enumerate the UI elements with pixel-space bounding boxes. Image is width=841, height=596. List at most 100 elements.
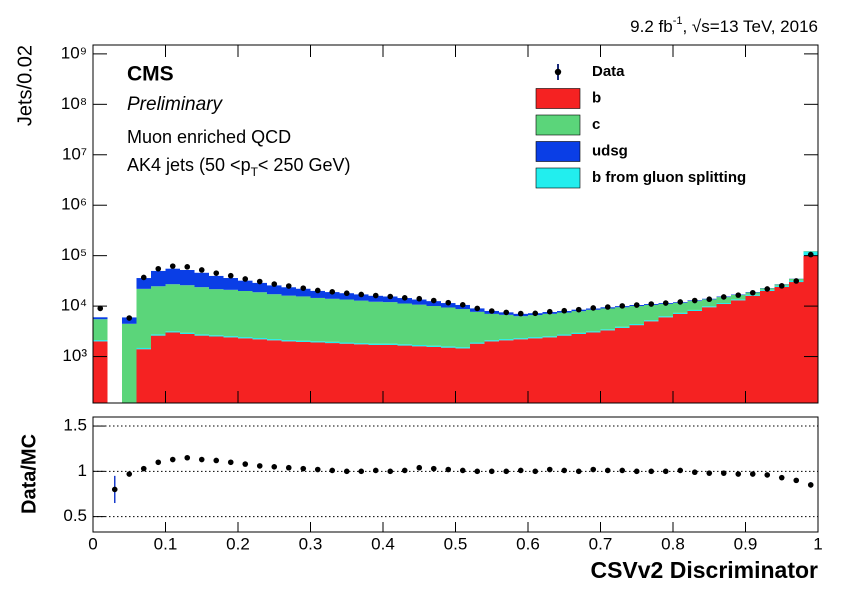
bar bbox=[281, 287, 296, 296]
bar bbox=[136, 349, 151, 403]
bar bbox=[426, 345, 441, 347]
lumi-part: , √s=13 TeV, 2016 bbox=[682, 17, 818, 36]
data-point bbox=[677, 299, 684, 305]
ratio-point bbox=[372, 467, 379, 474]
bar bbox=[296, 288, 311, 297]
ratio-point bbox=[416, 464, 423, 471]
bar bbox=[368, 343, 383, 345]
x-tick-label: 0.9 bbox=[734, 534, 758, 553]
bar bbox=[412, 299, 427, 305]
bar bbox=[687, 310, 702, 403]
bar bbox=[441, 347, 456, 403]
bar bbox=[383, 344, 398, 403]
data-point bbox=[314, 287, 321, 294]
bar bbox=[470, 311, 485, 343]
x-tick-label: 0.8 bbox=[661, 534, 685, 553]
bar bbox=[223, 336, 238, 338]
bar bbox=[165, 268, 180, 285]
bar bbox=[644, 320, 659, 322]
bar bbox=[180, 270, 195, 286]
data-point bbox=[387, 293, 394, 300]
bar bbox=[325, 341, 340, 344]
ratio-point bbox=[488, 468, 495, 475]
bar bbox=[658, 316, 673, 318]
data-point bbox=[807, 251, 814, 258]
y-tick-label: 1 bbox=[78, 461, 87, 480]
x-axis-title: CSVv2 Discriminator bbox=[590, 557, 818, 583]
y-tick-label: 10³ bbox=[62, 346, 87, 365]
legend-swatch bbox=[535, 88, 581, 109]
data-point bbox=[488, 308, 495, 314]
data-point bbox=[372, 292, 379, 299]
bar bbox=[296, 341, 311, 403]
ratio-point bbox=[648, 468, 655, 475]
x-tick-label: 0.4 bbox=[371, 534, 395, 553]
annotation: AK4 jets (50 <pT< 250 GeV) bbox=[127, 155, 350, 179]
ratio-point bbox=[691, 469, 698, 476]
x-tick-label: 0.5 bbox=[444, 534, 468, 553]
ratio-point bbox=[227, 459, 234, 466]
ratio-point bbox=[764, 472, 771, 478]
ratio-point bbox=[140, 465, 147, 472]
bar bbox=[702, 307, 717, 403]
data-point bbox=[590, 305, 597, 311]
bar bbox=[383, 343, 398, 345]
bar bbox=[238, 280, 253, 291]
bar bbox=[223, 278, 238, 290]
ratio-point bbox=[706, 470, 713, 476]
bar bbox=[687, 301, 702, 310]
legend-label: udsg bbox=[592, 142, 628, 159]
ratio-point bbox=[778, 474, 785, 481]
bar bbox=[223, 337, 238, 403]
bar bbox=[513, 339, 528, 403]
bar bbox=[745, 295, 760, 403]
ratio-point bbox=[387, 468, 394, 475]
legend-swatch bbox=[535, 114, 581, 136]
x-tick-label: 0.6 bbox=[516, 534, 540, 553]
jet-part: < 250 GeV) bbox=[258, 155, 351, 175]
data-point bbox=[706, 296, 713, 303]
ratio-point bbox=[155, 459, 162, 466]
bar bbox=[586, 331, 601, 333]
bar bbox=[600, 308, 615, 330]
data-point bbox=[561, 307, 568, 314]
bar bbox=[310, 341, 325, 343]
bar bbox=[325, 292, 340, 299]
bar bbox=[702, 299, 717, 307]
bar bbox=[310, 297, 325, 342]
bar bbox=[629, 324, 644, 326]
bar bbox=[600, 330, 615, 403]
data-point bbox=[256, 278, 263, 285]
bar bbox=[716, 297, 731, 304]
bar bbox=[165, 331, 180, 333]
x-tick-label: 0.2 bbox=[226, 534, 250, 553]
legend-label: b from gluon splitting bbox=[592, 169, 746, 186]
bar bbox=[412, 304, 427, 345]
bar bbox=[151, 286, 166, 335]
data-point bbox=[445, 299, 452, 306]
y-tick-label: 10⁶ bbox=[61, 195, 87, 214]
ratio-point bbox=[271, 464, 278, 470]
bar bbox=[484, 313, 499, 341]
data-point bbox=[401, 295, 408, 301]
bar bbox=[484, 341, 499, 403]
bar bbox=[455, 347, 470, 349]
bar bbox=[528, 338, 543, 403]
bar bbox=[165, 332, 180, 403]
bar bbox=[397, 344, 412, 346]
bar bbox=[93, 340, 108, 342]
bar bbox=[325, 343, 340, 403]
data-point bbox=[691, 297, 698, 304]
bar bbox=[93, 317, 108, 320]
bar bbox=[644, 321, 659, 403]
bar bbox=[151, 335, 166, 403]
bar bbox=[194, 272, 209, 288]
bar bbox=[557, 312, 572, 335]
bar bbox=[252, 292, 267, 339]
data-point bbox=[532, 310, 539, 317]
data-point bbox=[416, 295, 423, 302]
legend-label: b bbox=[592, 89, 601, 106]
data-point bbox=[735, 292, 742, 298]
ratio-point bbox=[633, 468, 640, 475]
data-point bbox=[764, 286, 771, 292]
